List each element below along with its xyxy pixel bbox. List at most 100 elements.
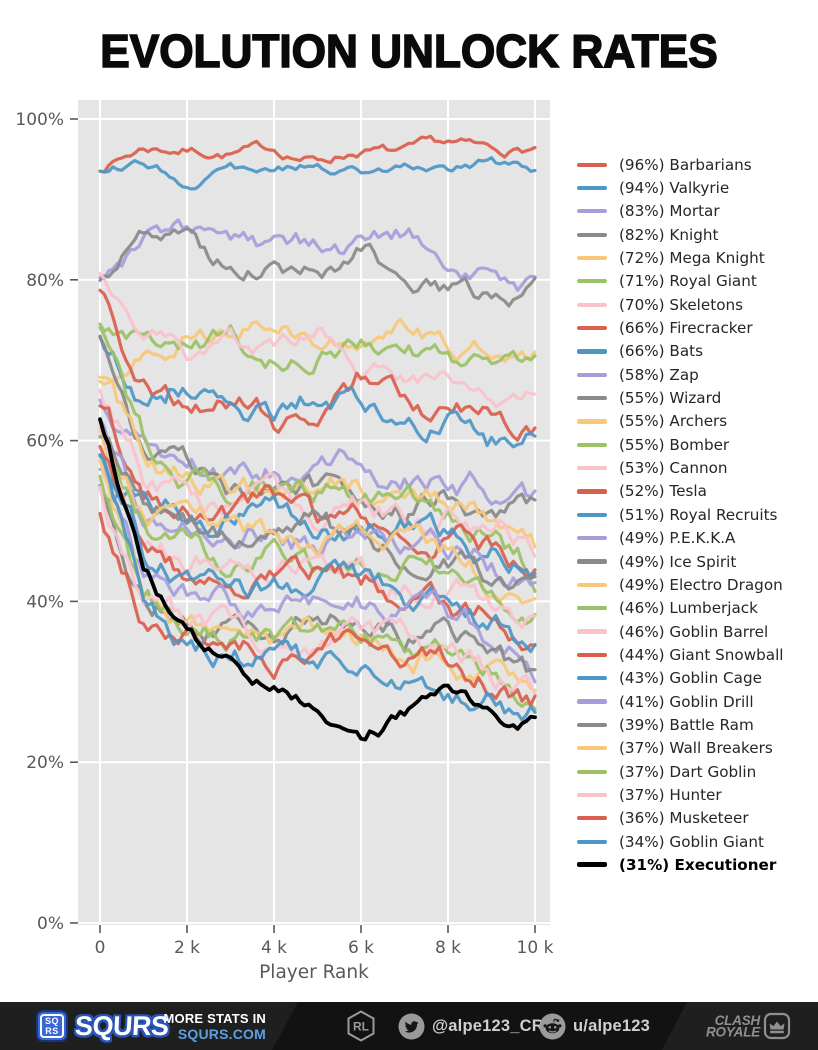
legend-swatch <box>577 302 607 307</box>
legend-item-valkyrie: (94%) Valkyrie <box>577 176 784 199</box>
svg-text:RL: RL <box>353 1020 369 1034</box>
legend-item-royal-giant: (71%) Royal Giant <box>577 270 784 293</box>
legend-label: (34%) Goblin Giant <box>619 832 764 851</box>
legend-swatch <box>577 676 607 681</box>
series-line-valkyrie <box>98 156 537 191</box>
legend-item-hunter: (37%) Hunter <box>577 783 784 806</box>
clash-royale-logo: CLASH ROYALE <box>706 1002 791 1050</box>
legend-item-executioner: (31%) Executioner <box>577 853 784 876</box>
more-stats-block[interactable]: MORE STATS IN SQURS.COM <box>150 1002 266 1050</box>
legend-label: (49%) P.E.K.K.A <box>619 529 736 548</box>
legend-label: (72%) Mega Knight <box>619 249 765 268</box>
legend-swatch <box>577 512 607 517</box>
x-axis-label: Player Rank <box>259 962 369 983</box>
legend-item-bomber: (55%) Bomber <box>577 433 784 456</box>
legend-label: (46%) Lumberjack <box>619 599 758 618</box>
reddit-icon <box>539 1013 566 1039</box>
series-lines <box>98 134 537 742</box>
legend-label: (71%) Royal Giant <box>619 272 757 291</box>
reddit-item[interactable]: u/alpe123 <box>539 1002 650 1050</box>
squrs-icon-text-bottom: RS <box>45 1026 59 1036</box>
series-line-wizard <box>98 335 537 528</box>
x-tick-label: 6 k <box>348 938 374 958</box>
legend-swatch <box>577 536 607 541</box>
legend-item-dart-goblin: (37%) Dart Goblin <box>577 760 784 783</box>
y-tick-label: 0% <box>37 914 64 934</box>
axis-ticks <box>70 118 536 933</box>
x-tick-label: 2 k <box>174 938 200 958</box>
legend-label: (94%) Valkyrie <box>619 179 730 198</box>
reddit-handle: u/alpe123 <box>573 1016 651 1035</box>
legend-label: (96%) Barbarians <box>619 155 752 174</box>
legend-label: (39%) Battle Ram <box>619 715 754 734</box>
legend-item-archers: (55%) Archers <box>577 410 784 433</box>
legend-swatch <box>577 349 607 354</box>
legend-label: (31%) Executioner <box>619 855 777 874</box>
squrs-com-link[interactable]: SQURS.COM <box>177 1025 266 1042</box>
twitter-item[interactable]: @alpe123_CR <box>398 1002 544 1050</box>
legend-label: (41%) Goblin Drill <box>619 692 754 711</box>
legend-swatch <box>577 559 607 564</box>
legend-swatch <box>577 325 607 331</box>
evolution-unlock-chart: 0% 20% 40% 60% 80% 100% 0 2 k 4 k 6 k 8 k 10 k Playe… <box>15 100 554 983</box>
y-tick-label: 80% <box>26 271 64 291</box>
legend-label: (52%) Tesla <box>619 482 707 501</box>
y-tick-label: 20% <box>26 753 64 773</box>
legend-swatch <box>577 629 607 634</box>
legend-swatch <box>577 372 607 377</box>
chart-legend: (96%) Barbarians (94%) Valkyrie (83%) Mort… <box>577 153 784 877</box>
legend-item-goblin-giant: (34%) Goblin Giant <box>577 830 784 853</box>
legend-label: (82%) Knight <box>619 225 719 244</box>
legend-swatch <box>577 862 607 868</box>
legend-swatch <box>577 699 607 704</box>
legend-item-musketeer: (36%) Musketeer <box>577 807 784 830</box>
page-title: EVOLUTION UNLOCK RATES <box>100 24 719 78</box>
legend-label: (49%) Ice Spirit <box>619 552 737 571</box>
rl-hexagon-icon: RL <box>346 1002 376 1050</box>
series-line-mortar <box>98 218 537 292</box>
legend-item-skeletons: (70%) Skeletons <box>577 293 784 316</box>
legend-label: (55%) Bomber <box>619 435 730 454</box>
series-line-firecracker <box>98 288 537 442</box>
squrs-brand[interactable]: SQ RS SQURS <box>36 1002 169 1050</box>
legend-item-battle-ram: (39%) Battle Ram <box>577 713 784 736</box>
x-tick-label: 8 k <box>435 938 461 958</box>
footer-bar: SQ RS SQURS MORE STATS IN SQURS.COM RL @… <box>0 1002 818 1050</box>
x-tick-label: 0 <box>95 938 106 958</box>
x-tick-label: 4 k <box>261 938 287 958</box>
legend-item-lumberjack: (46%) Lumberjack <box>577 597 784 620</box>
legend-swatch <box>577 442 607 447</box>
legend-item-giant-snowball: (44%) Giant Snowball <box>577 643 784 666</box>
legend-item-goblin-barrel: (46%) Goblin Barrel <box>577 620 784 643</box>
series-line-bats <box>98 334 537 449</box>
legend-swatch <box>577 209 607 214</box>
legend-item-ice-spirit: (49%) Ice Spirit <box>577 550 784 573</box>
legend-swatch <box>577 606 607 611</box>
legend-label: (55%) Archers <box>619 412 728 431</box>
twitter-icon <box>398 1013 425 1039</box>
series-line-executioner <box>98 417 537 742</box>
legend-item-royal-recruits: (51%) Royal Recruits <box>577 503 784 526</box>
legend-item-goblin-cage: (43%) Goblin Cage <box>577 667 784 690</box>
series-line-goblin-drill <box>98 467 537 684</box>
series-line-skeletons <box>98 272 537 409</box>
legend-label: (83%) Mortar <box>619 202 720 221</box>
legend-swatch <box>577 769 607 774</box>
legend-swatch <box>577 792 607 798</box>
y-tick-label: 60% <box>26 432 64 452</box>
clash-royale-text-line2: ROYALE <box>706 1023 761 1040</box>
series-line-tesla <box>98 404 537 580</box>
more-stats-text: MORE STATS IN <box>163 1010 266 1026</box>
legend-label: (37%) Wall Breakers <box>619 739 773 758</box>
series-line-knight <box>98 227 537 308</box>
x-tick-label: 10 k <box>517 938 554 958</box>
legend-label: (49%) Electro Dragon <box>619 575 783 594</box>
series-line-ice-spirit <box>98 435 537 591</box>
legend-swatch <box>577 652 607 657</box>
legend-item-cannon: (53%) Cannon <box>577 456 784 479</box>
clash-royale-crown-icon <box>763 1012 791 1040</box>
series-line-archers <box>98 375 537 549</box>
legend-label: (43%) Goblin Cage <box>619 669 762 688</box>
legend-label: (44%) Giant Snowball <box>619 645 784 664</box>
